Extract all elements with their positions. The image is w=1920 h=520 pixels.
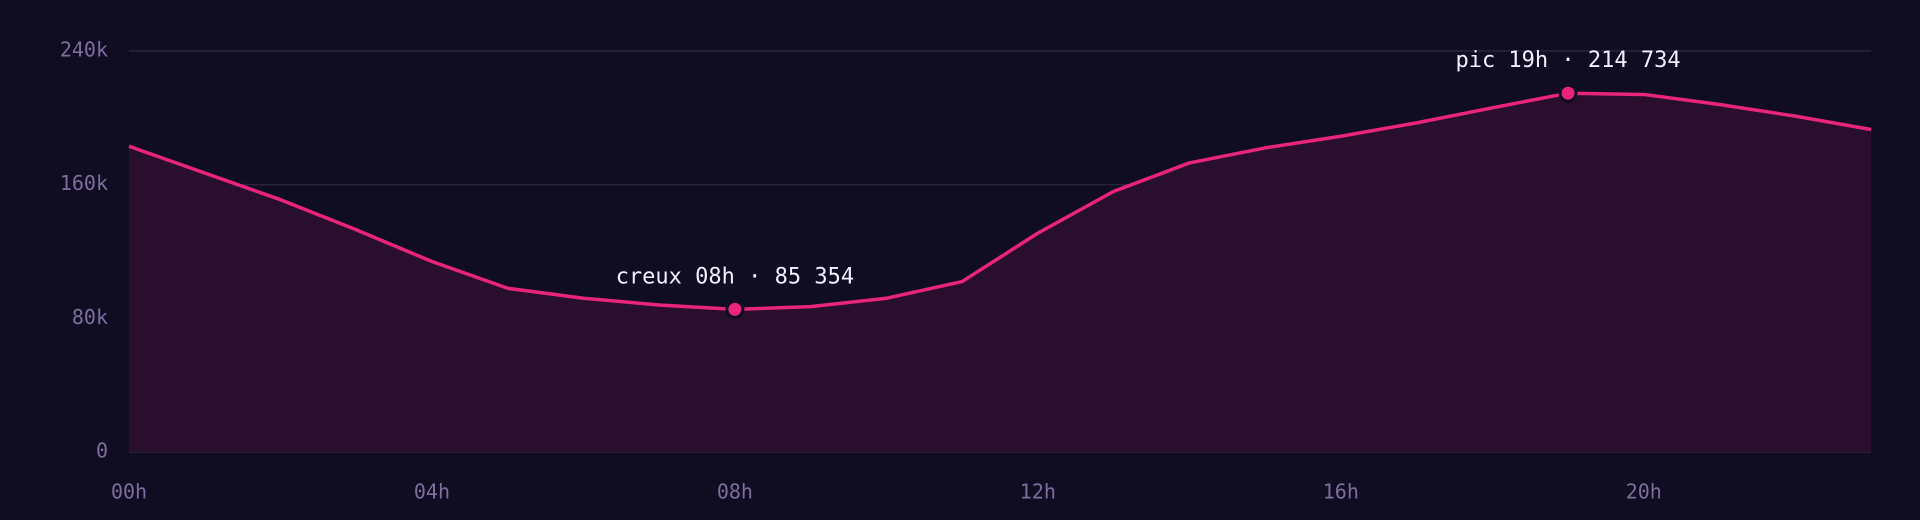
- y-tick-label: 0: [96, 439, 108, 463]
- x-tick-label: 12h: [1020, 480, 1056, 504]
- area-fill: [129, 93, 1871, 453]
- x-tick-label: 00h: [111, 480, 147, 504]
- point-marker: [725, 299, 745, 319]
- line: [128, 91, 1872, 312]
- point-marker: [1558, 83, 1578, 103]
- y-tick-label: 160k: [60, 171, 108, 195]
- x-tick-label: 16h: [1323, 480, 1359, 504]
- x-tick-label: 08h: [717, 480, 753, 504]
- y-tick-label: 80k: [72, 305, 108, 329]
- annotation: pic 19h · 214 734: [1455, 48, 1680, 73]
- y-tick-label: 240k: [60, 38, 108, 62]
- x-tick-label: 20h: [1626, 480, 1662, 504]
- annotation: creux 08h · 85 354: [616, 264, 854, 289]
- x-tick-label: 04h: [414, 480, 450, 504]
